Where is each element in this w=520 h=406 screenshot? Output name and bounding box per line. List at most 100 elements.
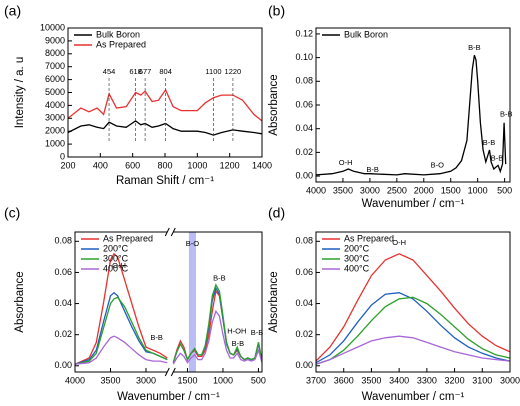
series-line xyxy=(316,335,510,365)
x-tick-label: 3200 xyxy=(445,375,465,385)
y-tick-label: 0.04 xyxy=(295,123,313,133)
legend-label: As Prepared xyxy=(103,233,153,243)
y-tick-label: 0 xyxy=(60,151,65,161)
annotation: B-B xyxy=(483,138,496,147)
peak-label: 1100 xyxy=(205,67,221,76)
annotation: B-B xyxy=(232,339,245,348)
y-tick-label: 0.00 xyxy=(295,170,313,180)
y-tick-label: 9000 xyxy=(45,35,65,45)
legend-label: As Prepared xyxy=(344,233,394,243)
axis-break-mark xyxy=(170,227,176,237)
panel-label: (d) xyxy=(268,205,285,221)
annotation: B-O xyxy=(431,160,445,169)
x-tick-label: 3000 xyxy=(136,375,156,385)
peak-label: 804 xyxy=(159,67,172,76)
annotation: B-B xyxy=(251,328,264,337)
y-tick-label: 8000 xyxy=(45,48,65,58)
peak-label: 454 xyxy=(103,67,116,76)
x-tick-label: 3600 xyxy=(334,375,354,385)
legend-label: Bulk Boron xyxy=(96,29,140,39)
y-axis-label: Absorbance xyxy=(14,271,26,332)
x-tick-label: 1000 xyxy=(187,160,207,170)
x-tick-label: 500 xyxy=(251,375,266,385)
y-tick-label: 2000 xyxy=(45,126,65,136)
peak-label: 618 xyxy=(129,67,142,76)
series-line xyxy=(68,88,262,122)
y-tick-label: 0.04 xyxy=(295,298,313,308)
y-tick-label: 0.04 xyxy=(54,298,72,308)
peak-label: 677 xyxy=(139,67,152,76)
x-tick-label: 600 xyxy=(125,160,140,170)
annotation: B-B xyxy=(491,153,504,162)
y-axis-label: Intensity / a. u xyxy=(14,57,26,129)
series-line xyxy=(75,252,168,365)
series-line xyxy=(316,54,507,176)
annotation: O-H xyxy=(339,158,353,167)
legend-label: 400°C xyxy=(103,263,129,273)
series-line xyxy=(172,283,262,363)
y-tick-label: 0.00 xyxy=(54,360,72,370)
y-axis-label: Absorbance xyxy=(268,271,280,332)
y-tick-label: 0.08 xyxy=(54,236,72,246)
y-axis-label: Absorbance xyxy=(268,74,280,135)
x-tick-label: 3500 xyxy=(100,375,120,385)
legend-label: 200°C xyxy=(344,243,370,253)
axis-break-mark xyxy=(164,227,170,237)
y-tick-label: 0.08 xyxy=(295,76,313,86)
x-tick-label: 3000 xyxy=(500,375,520,385)
y-tick-label: 1000 xyxy=(45,138,65,148)
axis-break-mark xyxy=(170,367,176,377)
x-axis-label: Wavenumber / cm⁻¹ xyxy=(117,391,220,403)
y-tick-label: 0.02 xyxy=(295,329,313,339)
y-tick-label: 7000 xyxy=(45,61,65,71)
y-tick-label: 0.06 xyxy=(295,267,313,277)
x-tick-label: 1500 xyxy=(177,375,197,385)
x-tick-label: 800 xyxy=(157,160,172,170)
annotation: B-B xyxy=(500,109,513,118)
y-tick-label: 0.06 xyxy=(295,99,313,109)
y-tick-label: 10000 xyxy=(40,22,65,32)
series-line xyxy=(316,296,510,365)
x-axis-label: Wavenumber / cm⁻¹ xyxy=(362,391,465,403)
peak-label: 1220 xyxy=(225,67,242,76)
band-label: B-O xyxy=(186,239,200,248)
x-tick-label: 3300 xyxy=(417,375,437,385)
series-line xyxy=(75,296,168,365)
x-tick-label: 1000 xyxy=(468,185,488,195)
series-line xyxy=(75,335,168,365)
series-line xyxy=(316,292,510,364)
annotation: H-OH xyxy=(227,327,246,336)
legend-label: As Prepared xyxy=(96,39,146,49)
x-tick-label: 4000 xyxy=(306,185,326,195)
x-tick-label: 1500 xyxy=(441,185,461,195)
annotation: B-B xyxy=(150,333,163,342)
x-tick-label: 3500 xyxy=(361,375,381,385)
x-tick-label: 3000 xyxy=(360,185,380,195)
x-tick-label: 3400 xyxy=(389,375,409,385)
legend-label: 300°C xyxy=(344,253,370,263)
x-tick-label: 1000 xyxy=(213,375,233,385)
series-line xyxy=(172,286,262,363)
series-line xyxy=(68,120,262,136)
annotation: B-B xyxy=(366,165,379,174)
x-axis-label: Raman Shift / cm⁻¹ xyxy=(116,175,214,187)
x-tick-label: 3100 xyxy=(472,375,492,385)
x-tick-label: 2500 xyxy=(387,185,407,195)
annotation: O-H xyxy=(392,238,406,247)
y-tick-label: 0.06 xyxy=(54,267,72,277)
legend-label: 200°C xyxy=(103,243,129,253)
y-tick-label: 0.12 xyxy=(295,28,313,38)
y-tick-label: 0.08 xyxy=(295,236,313,246)
axis-break-gap xyxy=(167,230,174,234)
x-tick-label: 4000 xyxy=(65,375,85,385)
y-tick-label: 5000 xyxy=(45,87,65,97)
x-tick-label: 1200 xyxy=(220,160,240,170)
annotation: B-B xyxy=(213,274,226,283)
legend-label: Bulk Boron xyxy=(344,29,388,39)
annotation: B-B xyxy=(468,43,481,52)
x-tick-label: 3500 xyxy=(333,185,353,195)
y-tick-label: 0.00 xyxy=(295,360,313,370)
annotation: O-H xyxy=(112,261,126,270)
axis-break-gap xyxy=(167,370,174,374)
y-tick-label: 0.02 xyxy=(54,329,72,339)
